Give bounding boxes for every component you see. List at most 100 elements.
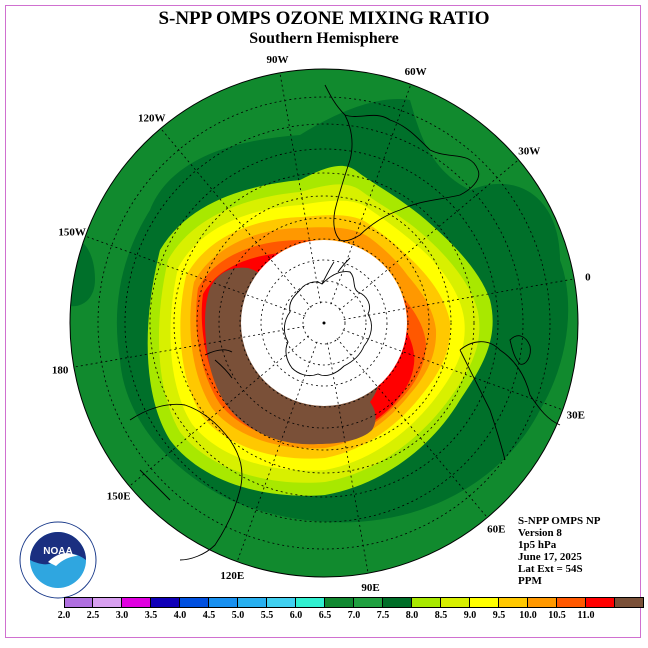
colorbar-swatch	[64, 597, 93, 608]
meridian-line	[160, 128, 312, 308]
south-pole-marker	[322, 321, 326, 325]
meridian-line	[327, 342, 369, 574]
latitude-circle	[196, 195, 452, 451]
colorbar-tick-label: 9.5	[492, 610, 506, 621]
meridian-line	[236, 341, 318, 562]
colorbar-tick-label: 3.5	[144, 610, 158, 621]
latitude-circle	[124, 123, 524, 523]
colorbar-tick-label: 5.0	[231, 610, 245, 621]
latitude-circle	[173, 172, 475, 474]
colorbar-tick-label: 11.0	[577, 610, 595, 621]
colorbar-swatch	[180, 597, 209, 608]
longitude-label: 120E	[220, 570, 244, 582]
colorbar-swatch	[209, 597, 238, 608]
colorbar-swatch	[296, 597, 325, 608]
colorbar-tick-label: 4.0	[173, 610, 187, 621]
colorbar-swatch	[441, 597, 470, 608]
colorbar-swatch	[122, 597, 151, 608]
antarctic-peninsula	[321, 257, 351, 285]
colorbar-swatch	[267, 597, 296, 608]
meridian-line	[330, 84, 412, 305]
antarctica-coastline	[283, 271, 372, 377]
colorbar-tick-label: 3.0	[115, 610, 129, 621]
noaa-logo: NOAA	[18, 520, 98, 600]
longitude-label: 60W	[405, 66, 427, 78]
colorbar-swatch	[586, 597, 615, 608]
longitude-label: 90W	[266, 54, 288, 66]
colorbar-swatch	[151, 597, 180, 608]
australia-coastline	[129, 403, 243, 561]
latitude-circle	[302, 301, 346, 345]
noaa-emblem-icon: NOAA	[19, 521, 97, 599]
meridian-line	[343, 278, 575, 320]
info-instrument: S-NPP OMPS NP	[518, 515, 601, 527]
info-date: June 17, 2025	[518, 551, 582, 563]
figure-frame	[5, 5, 641, 638]
meridian-line	[342, 329, 563, 411]
colorbar-tick-label: 6.5	[318, 610, 332, 621]
meridian-line	[73, 326, 305, 368]
madagascar-coastline	[509, 335, 531, 365]
colorbar-swatch	[238, 597, 267, 608]
colorbar-swatch	[499, 597, 528, 608]
colorbar-swatch	[93, 597, 122, 608]
map-subtitle: Southern Hemisphere	[249, 30, 399, 47]
colorbar-ticks: 2.0 2.5 3.0 3.5 4.0 4.5 5.0 5.5 6.0 6.5 7.0 7.5 8.0 8…	[56, 610, 616, 624]
latitude-circle	[218, 217, 430, 429]
longitude-label: 90E	[361, 582, 379, 594]
map-boundary	[69, 68, 579, 578]
longitude-label: 120W	[138, 113, 166, 125]
info-pressure-level: 1p5 hPa	[518, 539, 557, 551]
colorbar-tick-label: 4.5	[202, 610, 216, 621]
colorbar-tick-label: 2.5	[86, 610, 100, 621]
meridian-line	[129, 335, 309, 487]
colorbar-swatch	[528, 597, 557, 608]
new-zealand-coastline	[204, 349, 233, 379]
colorbar	[64, 597, 644, 608]
meridian-line	[339, 159, 519, 311]
south-america-coastline	[324, 84, 480, 242]
longitude-label: 180	[52, 365, 69, 377]
latitude-circle	[149, 148, 499, 498]
ozone-band-dark-green-extra	[70, 237, 95, 307]
colorbar-tick-label: 2.0	[57, 610, 71, 621]
colorbar-swatch	[412, 597, 441, 608]
longitude-label: 60E	[487, 523, 505, 535]
colorbar-swatch	[557, 597, 586, 608]
graticule	[73, 72, 575, 574]
latitude-circle	[97, 96, 551, 550]
longitude-label: 30E	[567, 410, 585, 422]
latitude-circle	[260, 259, 388, 387]
longitude-label: 0	[585, 271, 591, 283]
colorbar-tick-label: 10.5	[548, 610, 566, 621]
meridian-line	[336, 338, 488, 518]
info-version: Version 8	[518, 527, 562, 539]
coastlines	[129, 84, 561, 561]
colorbar-swatch	[354, 597, 383, 608]
meridian-line	[279, 72, 321, 304]
africa-coastline	[459, 341, 561, 461]
latitude-circle	[281, 280, 367, 366]
colorbar-swatch	[325, 597, 354, 608]
colorbar-tick-label: 7.5	[376, 610, 390, 621]
colorbar-tick-label: 9.0	[463, 610, 477, 621]
info-units: PPM	[518, 575, 542, 587]
longitude-label: 150W	[58, 226, 86, 238]
map-title: S-NPP OMPS OZONE MIXING RATIO	[158, 8, 490, 29]
colorbar-tick-label: 7.0	[347, 610, 361, 621]
colorbar-tick-label: 6.0	[289, 610, 303, 621]
colorbar-swatch	[383, 597, 412, 608]
info-lat-extent: Lat Ext = 54S	[518, 563, 583, 575]
meridian-line	[85, 235, 306, 317]
colorbar-tick-label: 5.5	[260, 610, 274, 621]
colorbar-tick-label: 10.0	[519, 610, 537, 621]
latitude-circle	[239, 238, 409, 408]
colorbar-swatch	[470, 597, 499, 608]
product-info: S-NPP OMPS NP Version 8 1p5 hPa June 17,…	[518, 515, 601, 587]
longitude-label: 150E	[107, 490, 131, 502]
longitude-label: 30W	[518, 146, 540, 158]
colorbar-tick-label: 8.0	[405, 610, 419, 621]
colorbar-tick-label: 8.5	[434, 610, 448, 621]
noaa-logo-text: NOAA	[43, 546, 72, 557]
